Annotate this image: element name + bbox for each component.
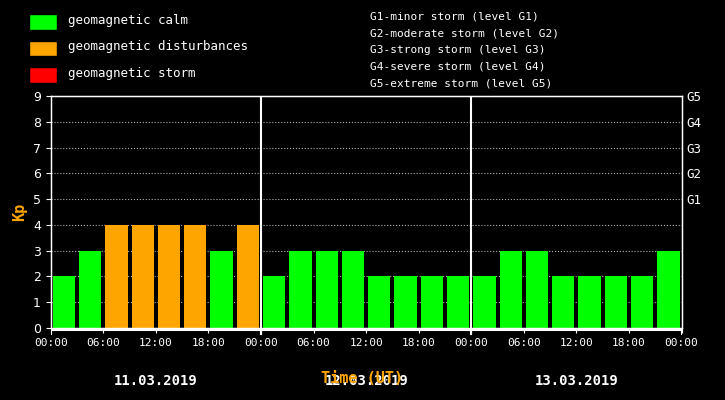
Text: geomagnetic disturbances: geomagnetic disturbances [67,40,248,53]
Text: Time (UT): Time (UT) [321,371,404,386]
Bar [79,251,102,328]
Bar [579,276,601,328]
Bar [552,276,574,328]
Text: G1-minor storm (level G1): G1-minor storm (level G1) [370,12,539,22]
Bar [184,225,207,328]
Bar [500,251,522,328]
Text: G5-extreme storm (level G5): G5-extreme storm (level G5) [370,79,552,89]
Bar [631,276,653,328]
Text: 12.03.2019: 12.03.2019 [324,374,408,388]
Text: 13.03.2019: 13.03.2019 [534,374,618,388]
Bar [53,276,75,328]
Text: G3-strong storm (level G3): G3-strong storm (level G3) [370,45,545,55]
FancyBboxPatch shape [29,14,57,30]
Bar [657,251,679,328]
Bar [210,251,233,328]
Text: geomagnetic calm: geomagnetic calm [67,14,188,27]
Bar [526,251,548,328]
Bar [605,276,627,328]
Text: G2-moderate storm (level G2): G2-moderate storm (level G2) [370,28,559,38]
Bar [341,251,364,328]
Text: geomagnetic storm: geomagnetic storm [67,67,195,80]
Bar [105,225,128,328]
FancyBboxPatch shape [29,40,57,56]
Bar [473,276,496,328]
Bar [420,276,443,328]
Bar [131,225,154,328]
Bar [158,225,181,328]
Text: 11.03.2019: 11.03.2019 [114,374,198,388]
Bar [315,251,338,328]
FancyBboxPatch shape [29,67,57,83]
Bar [289,251,312,328]
Bar [368,276,391,328]
Bar [263,276,286,328]
Y-axis label: Kp: Kp [12,203,28,221]
Bar [394,276,417,328]
Bar [236,225,259,328]
Bar [447,276,469,328]
Text: G4-severe storm (level G4): G4-severe storm (level G4) [370,62,545,72]
